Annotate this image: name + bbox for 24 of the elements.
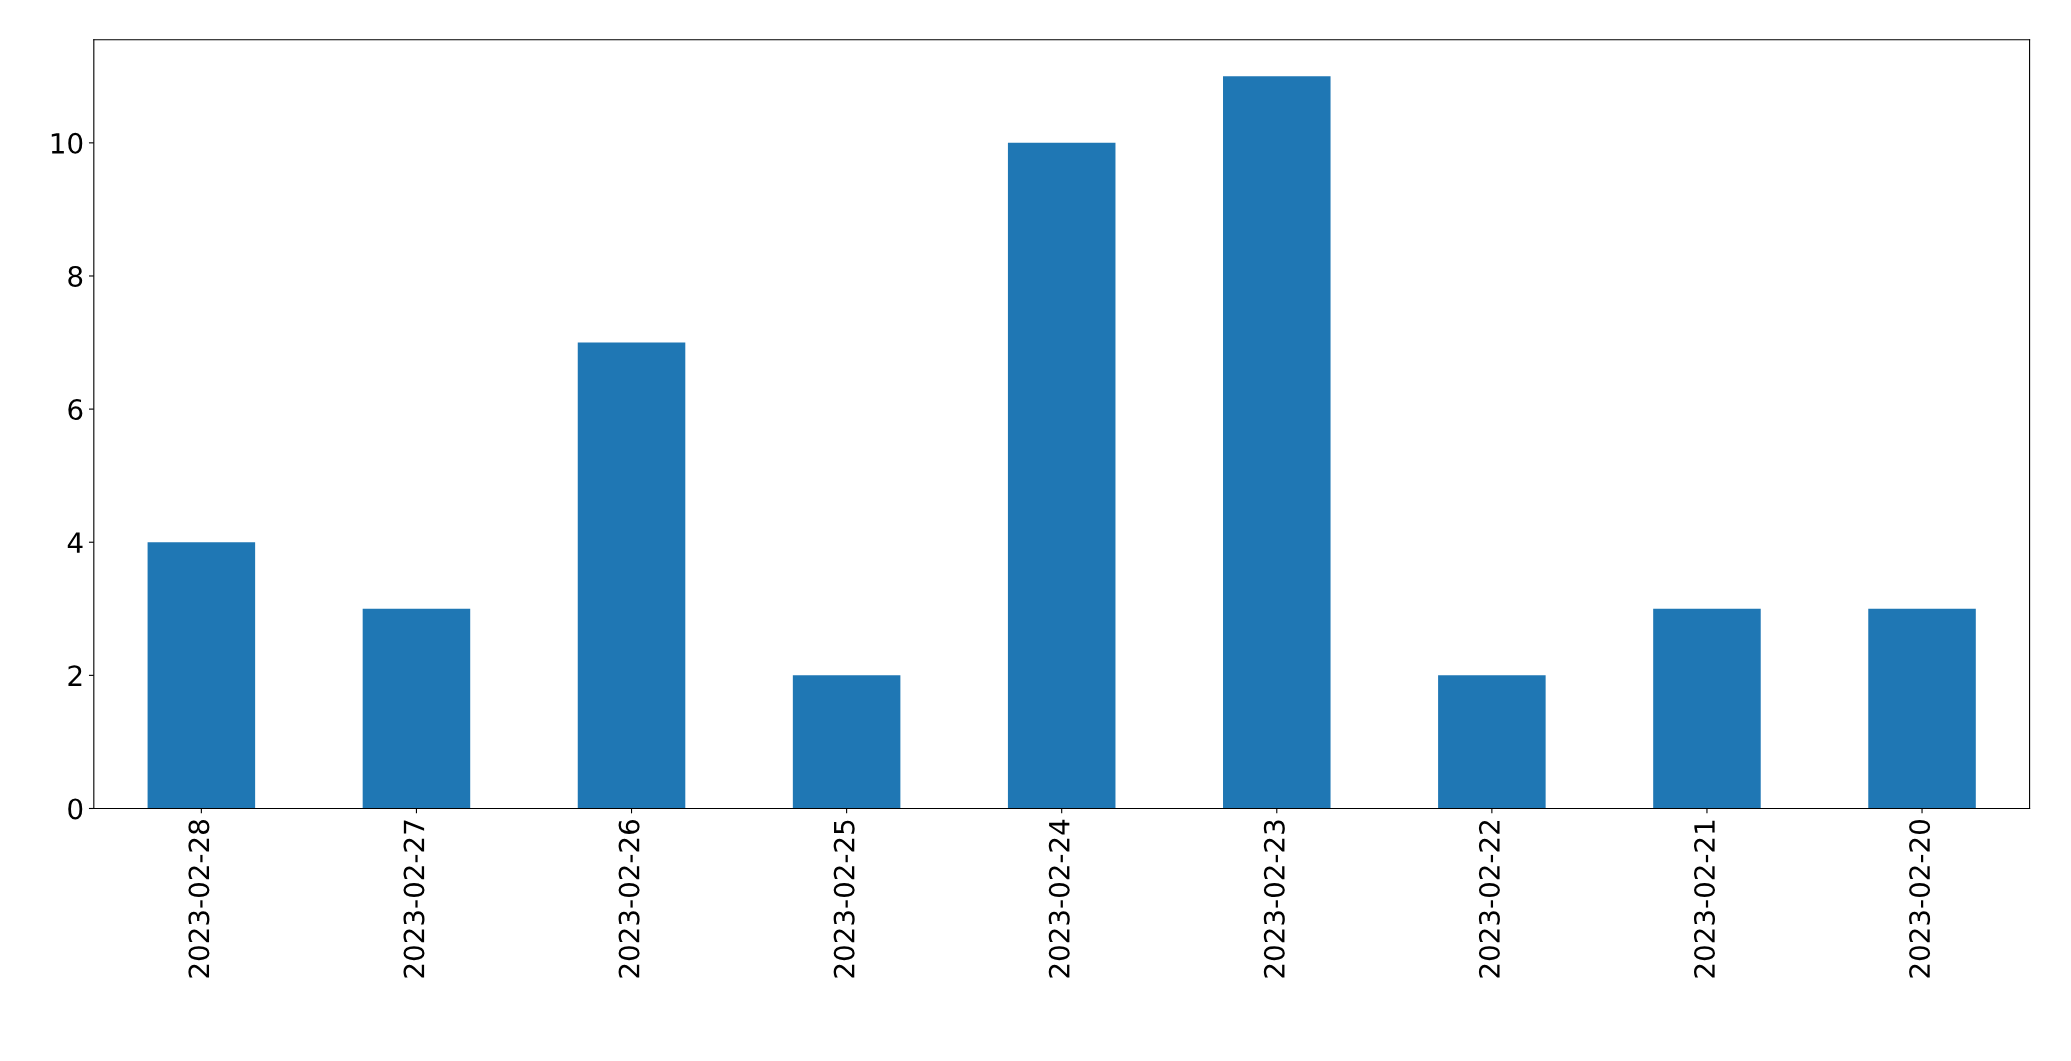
y-tick-label: 4 — [67, 532, 83, 553]
x-tick-label: 2023-02-23 — [1263, 820, 1285, 978]
y-tick-label: 8 — [68, 265, 83, 287]
y-tick-label: 0 — [68, 798, 83, 820]
x-tick-label: 2023-02-26 — [618, 819, 640, 978]
bar — [147, 542, 256, 809]
y-tick-label: 6 — [68, 399, 83, 421]
bar — [1438, 675, 1546, 809]
x-tick-label: 2023-02-27 — [403, 820, 425, 978]
bar — [792, 675, 901, 809]
bar — [1868, 608, 1976, 809]
x-tick-label: 2023-02-25 — [833, 820, 855, 978]
bar — [1653, 608, 1761, 809]
y-tick-label: 2 — [68, 665, 82, 686]
bar — [1223, 76, 1331, 809]
bar — [362, 608, 471, 809]
y-tick-label: 10 — [51, 132, 83, 154]
x-tick-label: 2023-02-24 — [1048, 819, 1070, 978]
bar — [577, 342, 686, 809]
x-tick-label: 2023-02-21 — [1694, 820, 1716, 978]
bar — [1007, 142, 1116, 809]
x-tick-label: 2023-02-28 — [188, 820, 210, 978]
x-tick-label: 2023-02-20 — [1909, 820, 1931, 978]
x-tick-label: 2023-02-22 — [1478, 820, 1500, 978]
